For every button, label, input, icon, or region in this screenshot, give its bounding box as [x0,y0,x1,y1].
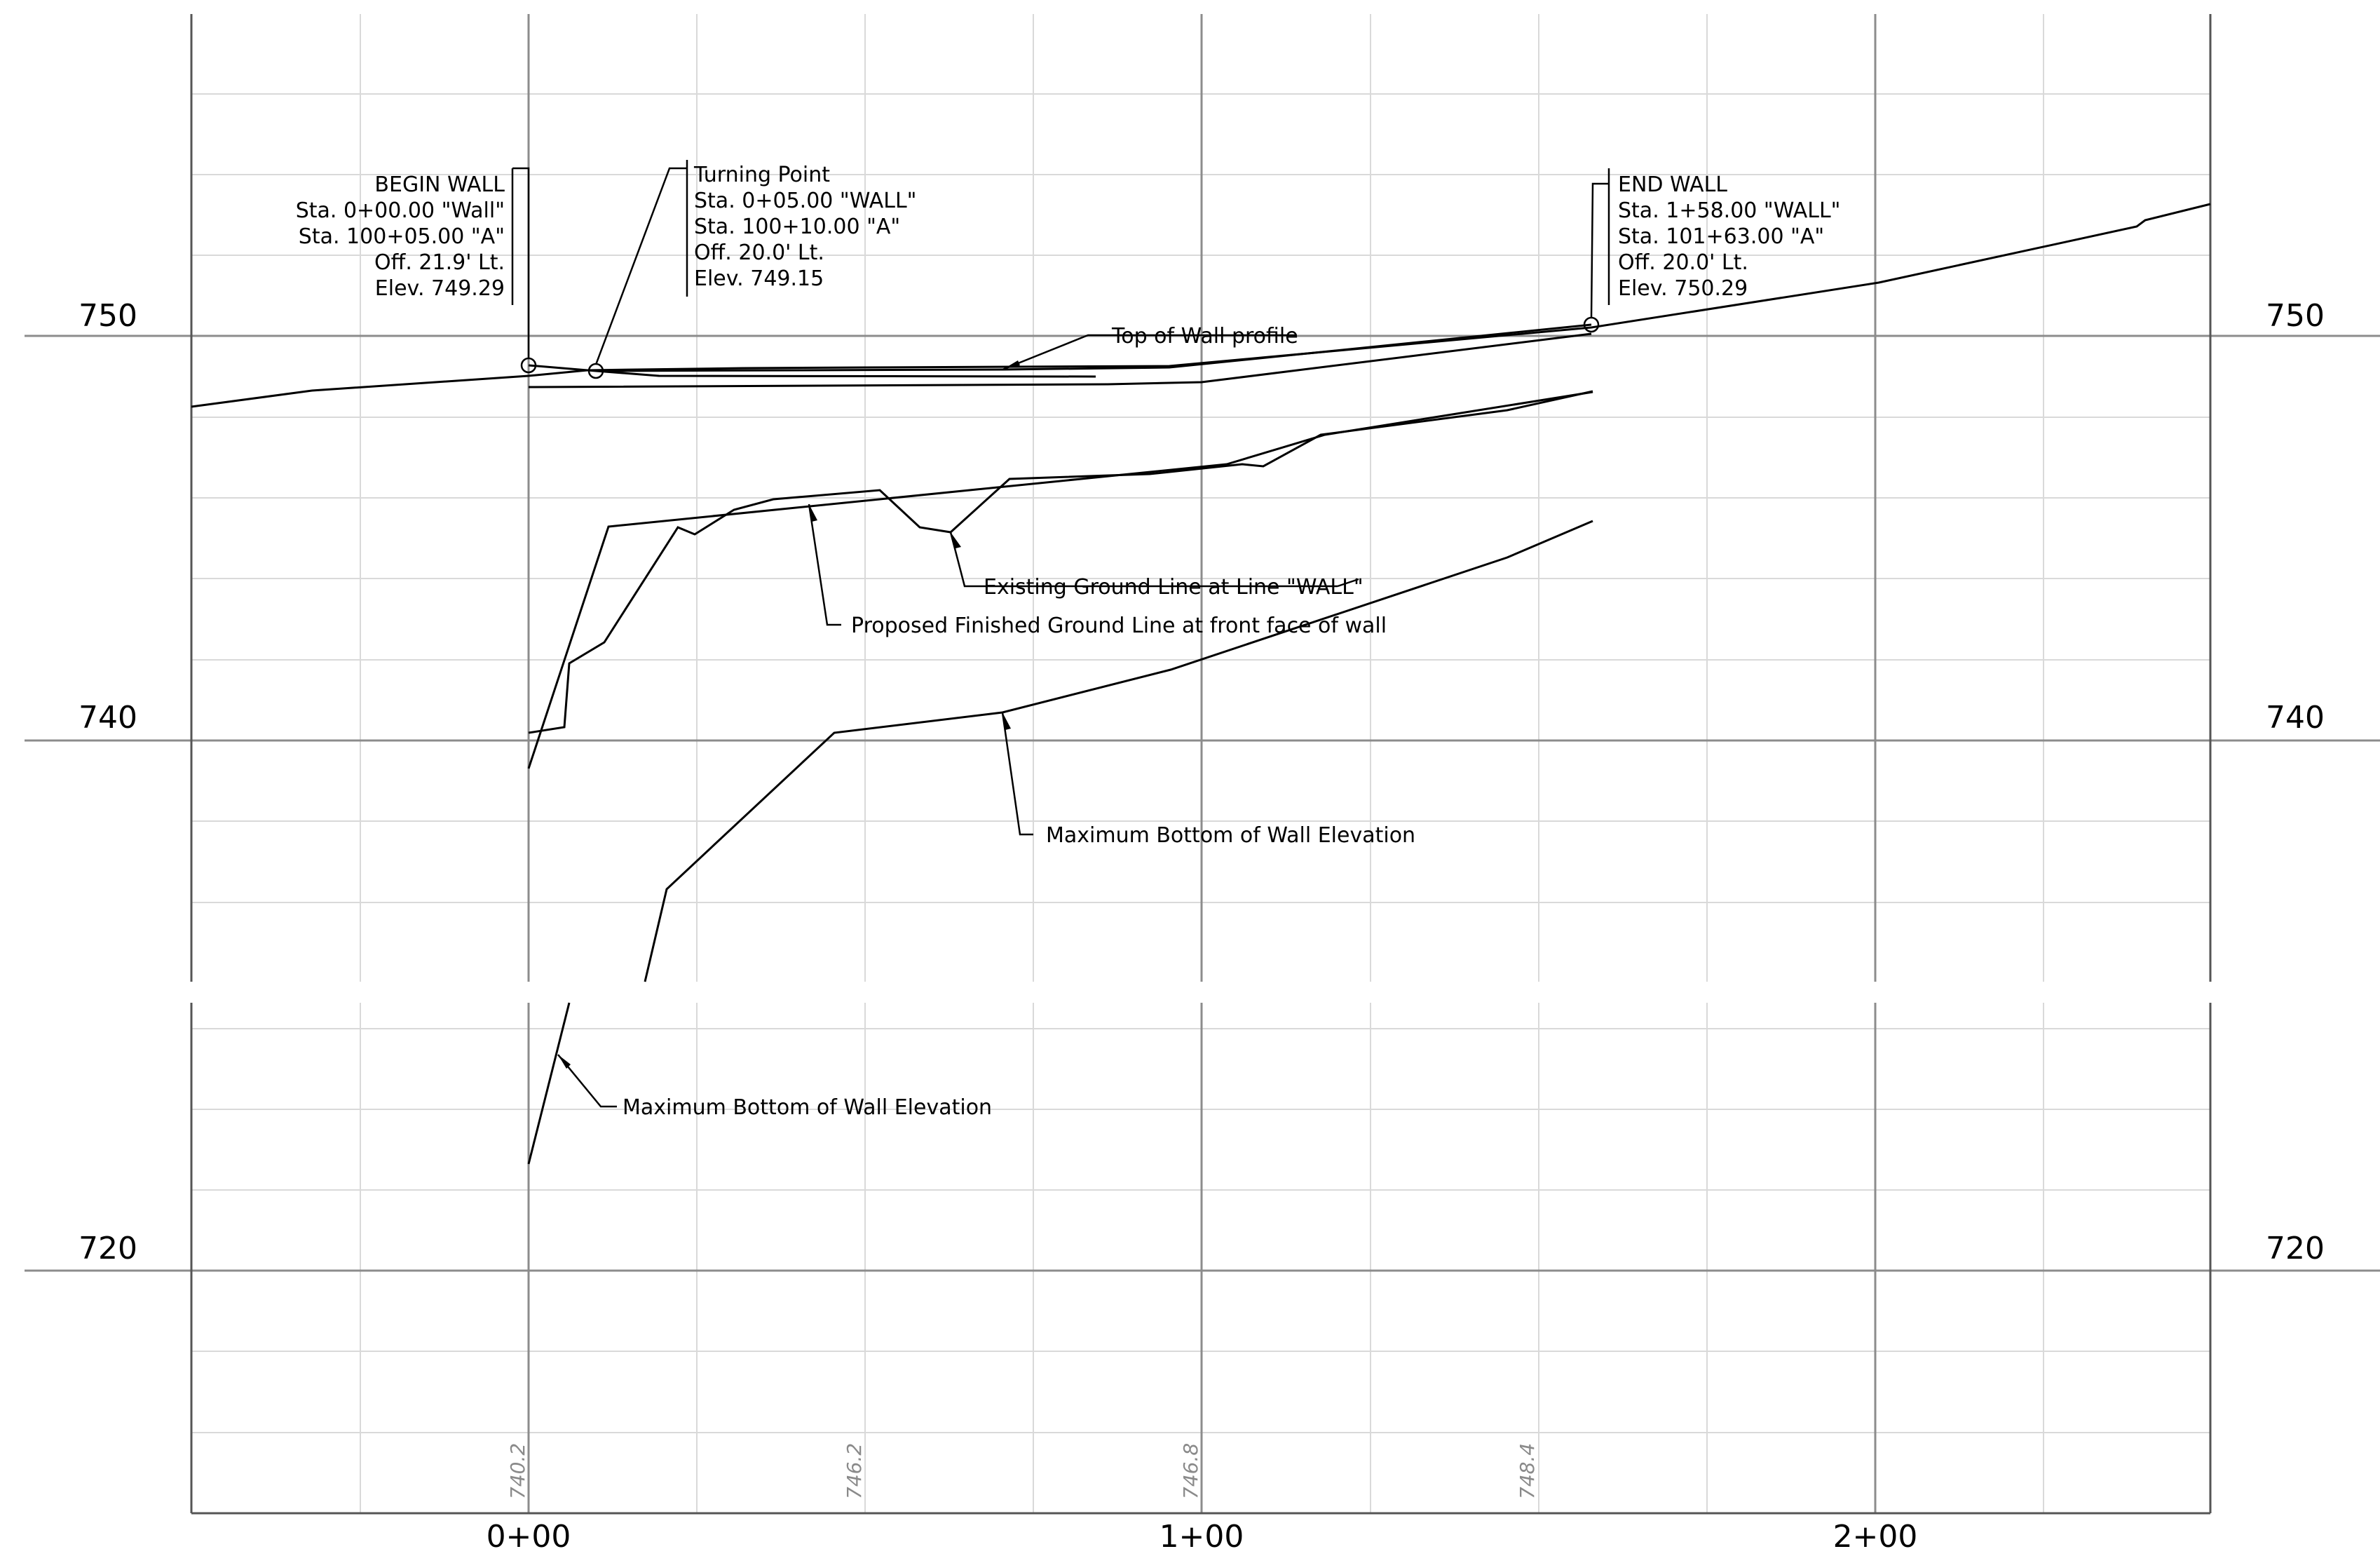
end-wall-offset: Off. 20.0' Lt. [1618,250,1748,275]
turning-point-offset: Off. 20.0' Lt. [694,241,824,265]
max-bottom-wall-line-lower [527,1002,571,1165]
elevation-label-750-right: 750 [2266,298,2325,334]
existing-elevation-label: 740.2 [506,1443,529,1499]
begin-wall-note: BEGIN WALL Sta. 0+00.00 "Wall" Sta. 100+… [296,173,505,301]
elevation-label-720-right: 720 [2266,1231,2325,1266]
max-bottom-wall-label-lower: Maximum Bottom of Wall Elevation [623,1095,992,1120]
max-bottom-wall-label-upper: Maximum Bottom of Wall Elevation [1046,823,1415,848]
begin-wall-elevation: Elev. 749.29 [375,276,505,301]
turning-point-station-wall: Sta. 0+05.00 "WALL" [694,189,916,213]
turning-point-elevation: Elev. 749.15 [694,266,824,291]
end-wall-station-a: Sta. 101+63.00 "A" [1618,224,1824,249]
begin-wall-offset: Off. 21.9' Lt. [374,250,505,275]
existing-ground-label: Existing Ground Line at Line "WALL" [984,575,1364,600]
proposed-ground-label: Proposed Finished Ground Line at front f… [851,614,1387,638]
station-label-1: 1+00 [1160,1519,1244,1549]
turning-point-note: Turning Point Sta. 0+05.00 "WALL" Sta. 1… [693,163,916,291]
elevation-label-740-right: 740 [2266,700,2325,736]
begin-wall-station-wall: Sta. 0+00.00 "Wall" [296,198,505,223]
existing-elevation-label: 748.4 [1516,1443,1539,1499]
lower-grid [25,1003,2380,1515]
elevation-label-750-left: 750 [79,298,137,334]
top-of-wall-line-upper [595,323,1592,372]
existing-elevation-label: 746.8 [1179,1443,1202,1499]
existing-elevation-label: 746.2 [843,1443,866,1499]
proposed-ground-line [527,391,1593,769]
end-wall-title: END WALL [1618,173,1727,197]
existing-ground-line [528,390,1593,734]
end-wall-elevation: Elev. 750.29 [1618,276,1748,301]
end-wall-note: END WALL Sta. 1+58.00 "WALL" Sta. 101+63… [1618,173,1840,301]
top-of-wall-label: Top of Wall profile [1111,324,1298,349]
leaders [511,160,1610,1108]
station-label-2: 2+00 [1833,1519,1918,1549]
end-wall-station-wall: Sta. 1+58.00 "WALL" [1618,198,1840,223]
begin-wall-title: BEGIN WALL [374,173,505,197]
begin-wall-station-a: Sta. 100+05.00 "A" [299,224,505,249]
elevation-label-720-left: 720 [79,1231,137,1266]
top-of-wall-line-lower [528,332,1592,388]
station-label-0: 0+00 [487,1519,571,1549]
top-of-wall-line [528,364,1096,378]
road-profile-line [191,203,2211,408]
elevation-label-740-left: 740 [79,700,137,736]
turning-point-title: Turning Point [693,163,830,187]
turning-point-station-a: Sta. 100+10.00 "A" [694,215,900,239]
